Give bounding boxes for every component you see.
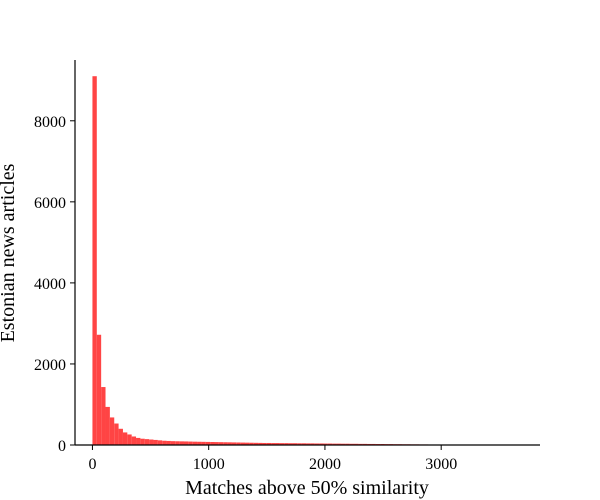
histogram-bar [301,443,307,445]
y-tick-label: 6000 [34,195,66,212]
histogram-bar [183,441,189,445]
histogram-bar [249,442,254,445]
histogram-bar [284,443,289,445]
x-tick-label: 3000 [425,456,457,473]
histogram-bar [292,443,298,445]
histogram-bar [349,443,354,445]
histogram-bar [231,442,237,445]
histogram-bar [157,440,163,445]
histogram-bar [332,443,337,445]
bars-group [92,76,442,446]
histogram-bar [310,443,315,445]
y-axis-title: Estonian news articles [0,163,19,342]
histogram-bar [122,432,128,445]
histogram-bar [114,423,119,445]
histogram-bar [170,441,176,445]
y-tick-label: 0 [58,438,66,455]
x-tick-label: 0 [88,456,96,473]
histogram-bar [136,437,141,445]
histogram-bar [306,443,311,445]
histogram-bar [144,439,150,445]
histogram-bar [214,442,219,445]
histogram-bar [245,442,250,445]
x-axis-title: Matches above 50% similarity [185,477,429,499]
histogram-bar [240,442,246,445]
histogram-bar [149,439,154,445]
histogram-bar [258,442,263,445]
histogram-bar [236,442,241,445]
histogram-bar [175,441,180,445]
y-tick-label: 2000 [34,357,66,374]
histogram-bar [279,443,285,445]
histogram-bar [223,442,228,445]
x-ticks-group: 0 1000 2000 3000 [88,445,457,473]
histogram-bar [131,436,137,445]
histogram-bar [192,441,198,445]
x-tick-label: 1000 [193,456,225,473]
histogram-bar [271,443,276,445]
histogram-bar [319,443,324,445]
histogram-bar [162,440,167,445]
histogram-bar [327,443,333,445]
histogram-bar [297,443,302,445]
y-ticks-group: 0 2000 4000 6000 8000 [34,114,75,455]
histogram-bar [210,442,215,445]
histogram-bar [336,443,341,445]
histogram-bar [179,441,184,445]
histogram-bar [288,443,293,445]
histogram-bar [345,443,350,445]
histogram-bar [188,441,193,445]
histogram-bar [96,334,102,445]
histogram-bar [314,443,320,445]
histogram-bar [205,441,211,445]
histogram-bar [262,442,267,445]
histogram-bar [166,440,171,445]
histogram-bar [323,443,328,445]
histogram-bar [275,443,280,445]
histogram-bar [227,442,232,445]
histogram-bar [127,434,132,445]
y-tick-label: 8000 [34,114,66,131]
histogram-bar [105,406,110,445]
histogram-bar [92,76,97,446]
histogram-bar [354,443,359,445]
y-tick-label: 4000 [34,276,66,293]
histogram-bar [218,442,224,445]
histogram-bar [253,442,259,445]
histogram-bar [118,428,123,445]
histogram-bar [197,441,202,445]
histogram-bar [109,417,115,445]
histogram-bar [266,442,272,445]
histogram-bar [140,438,145,445]
histogram-bar [101,387,106,445]
histogram-bar [201,441,206,445]
x-tick-label: 2000 [309,456,341,473]
histogram-bar [340,443,346,445]
histogram-bar [153,439,158,445]
